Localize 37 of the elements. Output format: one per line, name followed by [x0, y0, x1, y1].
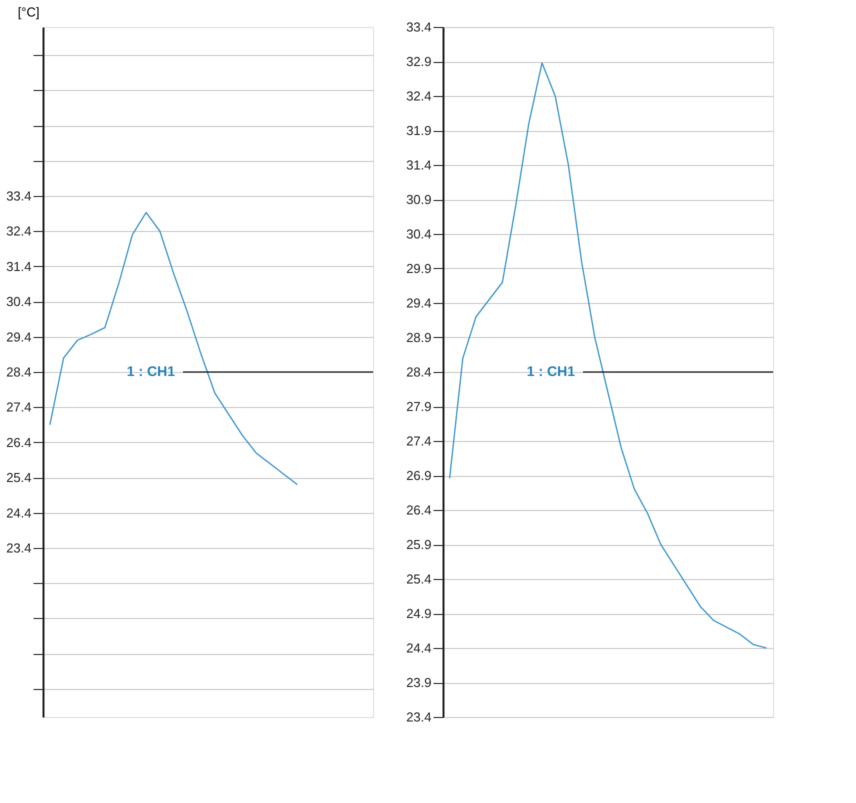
- y-axis-title: [°C]: [18, 4, 40, 20]
- y-tick-label: 23.4: [406, 710, 432, 724]
- y-tick-label: 29.4: [6, 329, 32, 344]
- y-tick-label: 25.4: [406, 572, 432, 586]
- ref-line-label: 1 : CH1: [526, 363, 576, 379]
- y-tick-label: 28.9: [406, 330, 432, 345]
- y-tick-label: 33.4: [6, 188, 32, 204]
- y-tick-label: 27.4: [406, 434, 432, 448]
- y-tick-label: 23.9: [406, 675, 432, 690]
- y-tick-label: 24.4: [6, 505, 32, 520]
- y-tick-label: 32.9: [406, 54, 432, 69]
- y-tick-label: 32.4: [406, 88, 432, 104]
- y-tick-label: 24.4: [406, 640, 432, 656]
- y-tick-label: 26.4: [406, 502, 432, 518]
- ref-line-label: 1 : CH1: [126, 363, 176, 379]
- y-tick-label: 28.4: [406, 364, 432, 380]
- line-series: [448, 62, 768, 649]
- y-tick-label: 26.4: [6, 434, 32, 450]
- y-tick-label: 32.4: [6, 224, 32, 239]
- y-tick-label: 27.4: [6, 400, 32, 415]
- y-tick-label: 30.4: [6, 294, 32, 310]
- y-tick-label: 31.4: [406, 158, 432, 172]
- line-series: [49, 212, 298, 486]
- y-tick-label: 29.4: [406, 296, 432, 310]
- y-tick-label: 29.9: [406, 261, 432, 276]
- y-tick-label: 26.9: [406, 468, 432, 483]
- y-tick-label: 30.9: [406, 192, 432, 207]
- y-tick-label: 31.4: [6, 258, 32, 274]
- y-tick-label: 30.4: [406, 226, 432, 242]
- y-tick-label: 25.9: [406, 537, 432, 552]
- y-tick-label: 25.4: [6, 470, 32, 486]
- y-tick-label: 33.4: [406, 20, 432, 34]
- y-tick-label: 31.9: [406, 123, 432, 138]
- y-tick-label: 23.4: [6, 540, 32, 556]
- y-tick-label: 24.9: [406, 606, 432, 621]
- y-tick-label: 27.9: [406, 399, 432, 414]
- y-tick-label: 28.4: [6, 364, 32, 380]
